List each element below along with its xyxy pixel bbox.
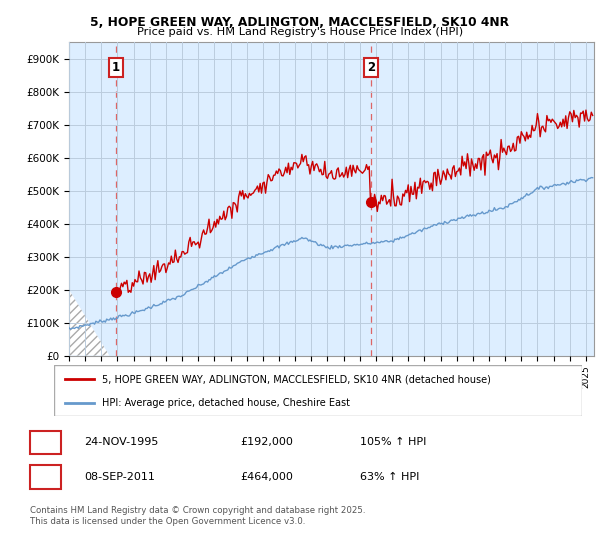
Text: 08-SEP-2011: 08-SEP-2011: [84, 472, 155, 482]
Text: 24-NOV-1995: 24-NOV-1995: [84, 437, 158, 447]
Text: HPI: Average price, detached house, Cheshire East: HPI: Average price, detached house, Ches…: [101, 398, 350, 408]
Text: £192,000: £192,000: [240, 437, 293, 447]
Text: 1: 1: [41, 436, 50, 449]
Text: 5, HOPE GREEN WAY, ADLINGTON, MACCLESFIELD, SK10 4NR: 5, HOPE GREEN WAY, ADLINGTON, MACCLESFIE…: [91, 16, 509, 29]
Text: 63% ↑ HPI: 63% ↑ HPI: [360, 472, 419, 482]
Text: 2: 2: [367, 60, 375, 73]
FancyBboxPatch shape: [54, 365, 582, 416]
Polygon shape: [69, 290, 109, 356]
Text: 2: 2: [41, 470, 50, 484]
Text: Price paid vs. HM Land Registry's House Price Index (HPI): Price paid vs. HM Land Registry's House …: [137, 27, 463, 37]
Text: 105% ↑ HPI: 105% ↑ HPI: [360, 437, 427, 447]
Text: 1: 1: [112, 60, 120, 73]
Text: £464,000: £464,000: [240, 472, 293, 482]
Text: 5, HOPE GREEN WAY, ADLINGTON, MACCLESFIELD, SK10 4NR (detached house): 5, HOPE GREEN WAY, ADLINGTON, MACCLESFIE…: [101, 374, 490, 384]
Text: Contains HM Land Registry data © Crown copyright and database right 2025.
This d: Contains HM Land Registry data © Crown c…: [30, 506, 365, 526]
